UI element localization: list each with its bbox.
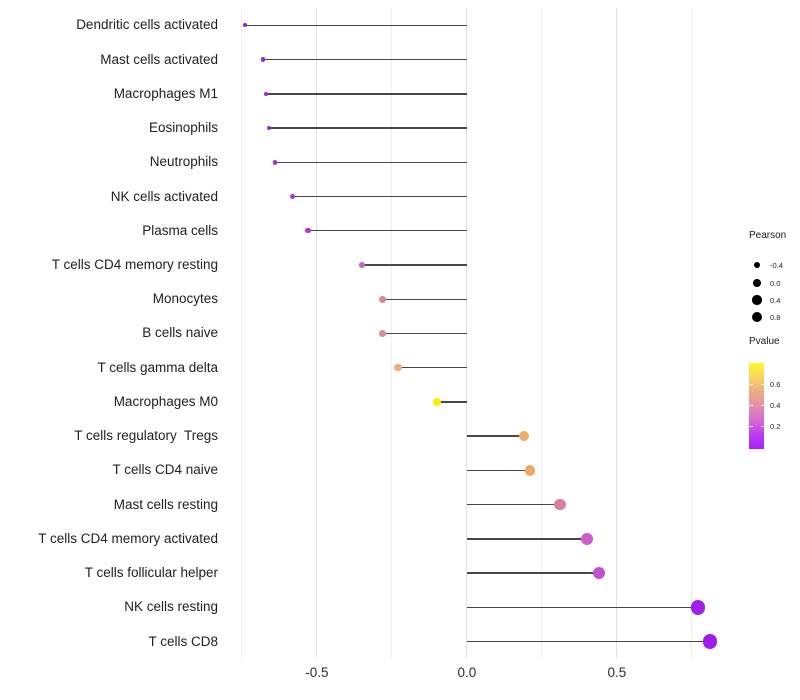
gridline-major <box>616 8 618 658</box>
legend-size-dot <box>753 279 761 287</box>
y-axis-label: T cells gamma delta <box>97 359 218 375</box>
y-axis-label: B cells naive <box>142 325 218 341</box>
lollipop-stem <box>268 127 467 129</box>
lollipop-stem <box>466 435 524 437</box>
legend-pvalue-label: 0.4 <box>770 400 781 410</box>
x-axis-tick-label: -0.5 <box>305 665 329 680</box>
lollipop-stem <box>466 606 698 608</box>
lollipop-dot <box>272 160 278 165</box>
y-axis-label: Macrophages M0 <box>113 393 218 409</box>
lollipop-dot <box>592 566 605 580</box>
lollipop-stem <box>265 93 467 95</box>
colorbar-tick <box>760 405 764 406</box>
lollipop-dot <box>379 295 387 303</box>
legend-size-label: 0.4 <box>770 295 781 305</box>
legend-size-label: 0.8 <box>770 312 781 322</box>
lollipop-dot <box>242 23 247 28</box>
y-axis-label: T cells follicular helper <box>84 565 218 581</box>
lollipop-dot <box>260 57 266 62</box>
lollipop-stem <box>292 195 467 198</box>
lollipop-stem <box>436 401 467 403</box>
legend-size-label: -0.4 <box>770 260 783 270</box>
lollipop-stem <box>274 161 467 163</box>
lollipop-stem <box>466 572 599 574</box>
legend-pvalue-title: Pvalue <box>749 336 780 347</box>
lollipop-stem <box>361 264 467 266</box>
lollipop-stem <box>244 24 467 27</box>
y-axis-label: T cells CD8 <box>148 633 218 649</box>
legend-pearson-title: Pearson <box>749 230 787 241</box>
lollipop-dot <box>394 363 402 372</box>
lollipop-dot <box>432 397 442 407</box>
y-axis-label: T cells CD4 memory activated <box>38 530 218 546</box>
y-axis-label: NK cells resting <box>124 599 218 615</box>
pvalue-colorbar <box>749 363 764 449</box>
lollipop-dot <box>379 329 387 338</box>
legend-pearson: Pearson -0.4 0.0 0.4 0.8 <box>749 230 787 323</box>
colorbar-tick <box>749 405 753 406</box>
lollipop-dot <box>263 91 269 97</box>
legend-size-dot <box>753 261 761 269</box>
lollipop-dot <box>266 125 272 131</box>
colorbar-tick <box>760 384 764 385</box>
lollipop-dot <box>305 228 311 234</box>
lollipop-stem <box>262 58 467 61</box>
legend-size-dot <box>751 311 763 323</box>
y-axis-label: Dendritic cells activated <box>76 17 218 33</box>
y-axis-label: T cells regulatory Tregs <box>74 428 218 444</box>
gridline-minor <box>691 8 693 658</box>
y-axis-label: Eosinophils <box>148 120 218 136</box>
gridline-major <box>466 8 468 658</box>
legend-pvalue: Pvalue 0.6 0.4 0.2 <box>749 336 780 449</box>
colorbar-tick <box>749 384 753 385</box>
lollipop-stem <box>466 469 530 472</box>
y-axis-label: Plasma cells <box>142 222 218 238</box>
lollipop-stem <box>382 332 467 335</box>
lollipop-dot <box>554 498 566 511</box>
legend-size-dot <box>752 295 762 305</box>
y-axis-label: Neutrophils <box>149 154 218 170</box>
gridline-minor <box>541 8 543 658</box>
x-axis-tick-label: 0.0 <box>457 665 477 680</box>
colorbar-tick <box>760 426 764 427</box>
legend-pvalue-label: 0.6 <box>770 379 781 389</box>
y-axis-label: Macrophages M1 <box>113 85 218 101</box>
x-axis-tick-label: 0.5 <box>607 665 627 680</box>
lollipop-dot <box>690 600 706 615</box>
lollipop-dot <box>358 261 366 269</box>
legend-size-label: 0.0 <box>770 278 781 288</box>
lollipop-stem <box>397 367 467 369</box>
lollipop-stem <box>307 230 467 232</box>
lollipop-dot <box>524 465 536 476</box>
lollipop-stem <box>466 538 587 540</box>
y-axis-label: NK cells activated <box>110 188 218 204</box>
legend-pvalue-label: 0.2 <box>770 421 781 431</box>
lollipop-stem <box>466 640 710 643</box>
y-axis-label: Monocytes <box>152 291 218 307</box>
lollipop-dot <box>702 634 718 649</box>
lollipop-stem <box>382 298 467 300</box>
gridline-minor <box>241 8 243 658</box>
y-axis-label: Mast cells activated <box>100 51 218 67</box>
gridline-major <box>316 8 318 658</box>
lollipop-dot <box>580 532 593 545</box>
y-axis-label: Mast cells resting <box>113 496 218 512</box>
y-axis-label: T cells CD4 naive <box>112 462 218 478</box>
y-axis-label: T cells CD4 memory resting <box>51 257 218 272</box>
colorbar-tick <box>749 426 753 427</box>
lollipop-dot <box>518 430 530 442</box>
lollipop-stem <box>466 503 560 506</box>
lollipop-dot <box>290 194 296 200</box>
